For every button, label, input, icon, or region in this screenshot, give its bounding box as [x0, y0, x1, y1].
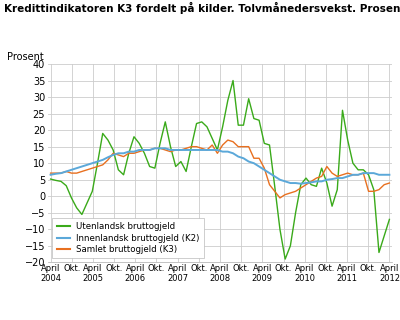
Text: Kredittindikatoren K3 fordelt på kilder. Tolvmånedersvekst. Prosent: Kredittindikatoren K3 fordelt på kilder.… [4, 2, 400, 14]
Text: Prosent: Prosent [7, 52, 44, 62]
Legend: Utenlandsk bruttogjeld, Innenlandsk bruttogjeld (K2), Samlet bruttogjeld (K3): Utenlandsk bruttogjeld, Innenlandsk brut… [52, 218, 204, 258]
